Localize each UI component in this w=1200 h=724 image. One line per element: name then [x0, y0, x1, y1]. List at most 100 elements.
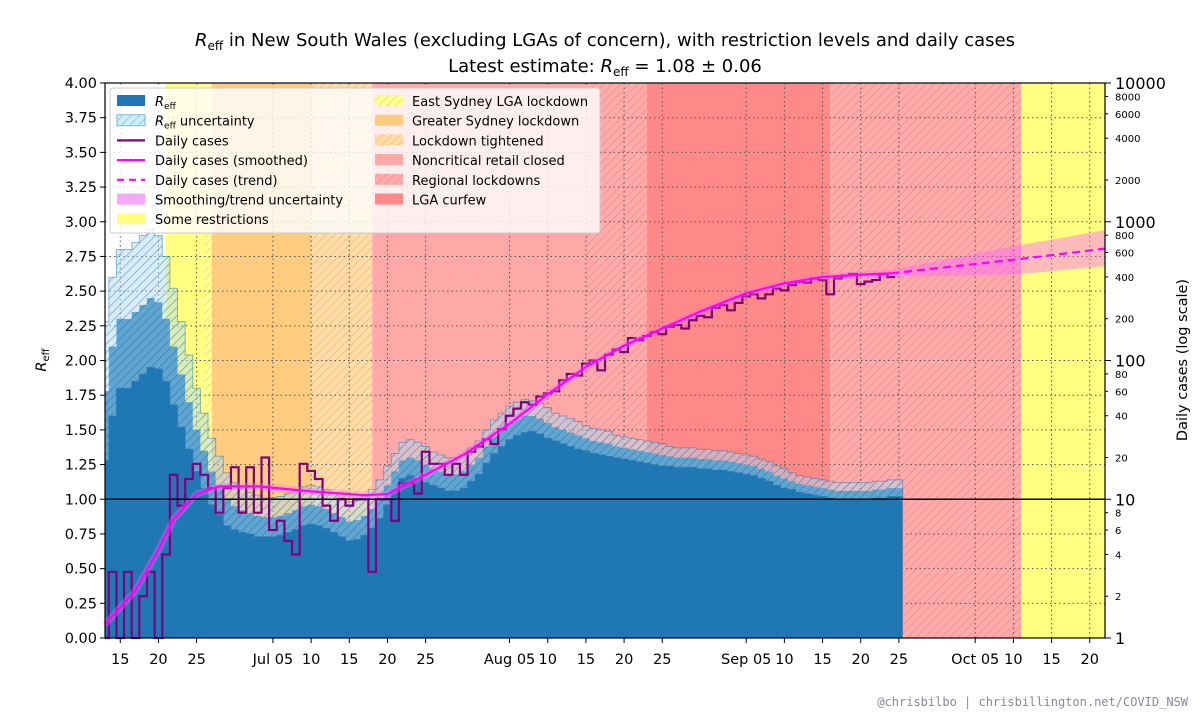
x-tick-label: 15: [813, 652, 831, 668]
legend-label: Regional lockdowns: [412, 174, 541, 189]
x-tick-label: 15: [577, 652, 595, 668]
y-tick-label-left: 3.25: [65, 180, 97, 196]
x-tick-label: 15: [111, 652, 129, 668]
legend-box: [109, 87, 601, 234]
x-tick-label: Sep 05: [721, 652, 771, 668]
legend: Reff Reff uncertainty Daily cases Daily cas…: [109, 87, 601, 234]
chart-title-line1: Reff in New South Wales (excluding LGAs …: [195, 30, 1015, 53]
legend-label: Daily cases: [155, 134, 229, 149]
y-minor-tick-label-right: 40: [1115, 412, 1128, 423]
y-tick-label-left: 0.50: [65, 562, 97, 578]
legend-swatch-reff: [117, 95, 145, 106]
y-minor-tick-label-right: 2: [1115, 592, 1121, 603]
y-minor-tick-label-right: 200: [1115, 315, 1134, 326]
legend-label: East Sydney LGA lockdown: [412, 95, 588, 110]
legend-label: Some restrictions: [155, 213, 269, 228]
y-axis-left-label: Reff: [34, 347, 52, 371]
y-tick-label-left: 4.00: [65, 76, 97, 92]
y-tick-label-right: 1: [1115, 629, 1125, 648]
legend-swatch-restriction: [375, 95, 403, 106]
trend-uncertainty-band: [891, 230, 1105, 277]
chart-title-line2: Latest estimate: Reff = 1.08 ± 0.06: [448, 56, 762, 79]
y-tick-label-left: 1.00: [65, 492, 97, 508]
y-minor-tick-label-right: 20: [1115, 453, 1128, 464]
y-minor-tick-label-right: 400: [1115, 273, 1134, 284]
y-minor-tick-label-right: 6000: [1115, 110, 1140, 121]
legend-label: Daily cases (smoothed): [155, 154, 308, 169]
smoothed-cases-line: [104, 272, 892, 626]
y-minor-tick-label-right: 600: [1115, 249, 1134, 260]
x-tick-label: Aug 05: [484, 652, 535, 668]
y-tick-label-right: 100: [1115, 352, 1146, 371]
y-minor-tick-label-right: 60: [1115, 387, 1128, 398]
x-tick-label: Oct 05: [951, 652, 999, 668]
legend-label: Noncritical retail closed: [412, 154, 565, 169]
x-tick-label: 15: [340, 652, 358, 668]
y-tick-label-left: 0.25: [65, 596, 97, 612]
y-minor-tick-label-right: 8000: [1115, 92, 1140, 103]
legend-label: Smoothing/trend uncertainty: [155, 194, 343, 209]
legend-swatch-restriction: [375, 134, 403, 146]
restriction-region: [1021, 83, 1105, 638]
y-tick-label-left: 1.75: [65, 388, 97, 404]
x-tick-label: 10: [1004, 652, 1022, 668]
x-tick-label: 25: [187, 652, 205, 668]
y-axis-right-label: Daily cases (log scale): [1175, 279, 1191, 441]
legend-label: Daily cases (trend): [155, 174, 278, 189]
y-tick-label-right: 1000: [1115, 213, 1156, 232]
legend-label: Greater Sydney lockdown: [412, 115, 579, 130]
y-minor-tick-label-right: 4: [1115, 550, 1121, 561]
legend-swatch-restriction: [375, 154, 403, 166]
y-tick-label-left: 2.75: [65, 249, 97, 265]
y-minor-tick-label-right: 4000: [1115, 134, 1140, 145]
y-tick-label-left: 1.50: [65, 423, 97, 439]
legend-label: Lockdown tightened: [412, 134, 544, 149]
y-tick-label-left: 0.00: [65, 631, 97, 647]
x-tick-label: 25: [416, 652, 434, 668]
y-tick-label-left: 3.00: [65, 215, 97, 231]
y-minor-tick-label-right: 8: [1115, 509, 1121, 520]
daily-cases-line: [105, 272, 896, 640]
x-tick-label: 20: [149, 652, 167, 668]
y-tick-label-left: 0.75: [65, 527, 97, 543]
y-minor-tick-label-right: 80: [1115, 370, 1128, 381]
footer-credit: @chrisbilbo | chrisbillington.net/COVID_…: [877, 695, 1188, 709]
x-tick-label: 10: [539, 652, 557, 668]
y-tick-label-left: 2.00: [65, 354, 97, 370]
x-tick-label: 20: [851, 652, 869, 668]
legend-label: LGA curfew: [412, 194, 487, 209]
x-tick-label: 25: [890, 652, 908, 668]
x-tick-label: 20: [615, 652, 633, 668]
axes: 0.00 0.25 0.50 0.75 1.00 1.25 1.50 1.75 2.00 2.25…: [65, 74, 1166, 668]
legend-label: Reff uncertainty: [155, 115, 255, 132]
y-minor-tick-label-right: 800: [1115, 231, 1134, 242]
trend-cases-line: [891, 247, 1106, 275]
x-tick-label: 15: [1042, 652, 1060, 668]
legend-swatch-yellow: [117, 213, 145, 225]
x-tick-label: 10: [775, 652, 793, 668]
y-minor-tick-label-right: 6: [1115, 526, 1121, 537]
cases-series: [102, 230, 1106, 640]
y-tick-label-right: 10000: [1115, 74, 1166, 93]
legend-label: Reff: [155, 95, 177, 112]
legend-swatch-restriction: [375, 173, 403, 185]
legend-swatch-band: [117, 193, 145, 205]
y-tick-label-left: 3.50: [65, 145, 97, 161]
y-tick-label-left: 3.75: [65, 111, 97, 127]
y-tick-label-left: 1.25: [65, 458, 97, 474]
x-tick-label: 20: [378, 652, 396, 668]
restriction-region: [204, 83, 212, 638]
x-tick-label: 10: [302, 652, 320, 668]
y-tick-label-left: 2.50: [65, 284, 97, 300]
reff-bar: [105, 298, 903, 638]
y-minor-tick-label-right: 2000: [1115, 176, 1140, 187]
legend-swatch-reff-uncertainty: [116, 114, 146, 127]
y-tick-label-left: 2.25: [65, 319, 97, 335]
x-tick-label: 20: [1081, 652, 1099, 668]
x-tick-label: Jul 05: [252, 652, 294, 668]
x-tick-label: 25: [653, 652, 671, 668]
legend-swatch-restriction: [375, 193, 403, 205]
legend-swatch-restriction: [375, 114, 403, 126]
y-tick-label-right: 10: [1115, 490, 1135, 509]
